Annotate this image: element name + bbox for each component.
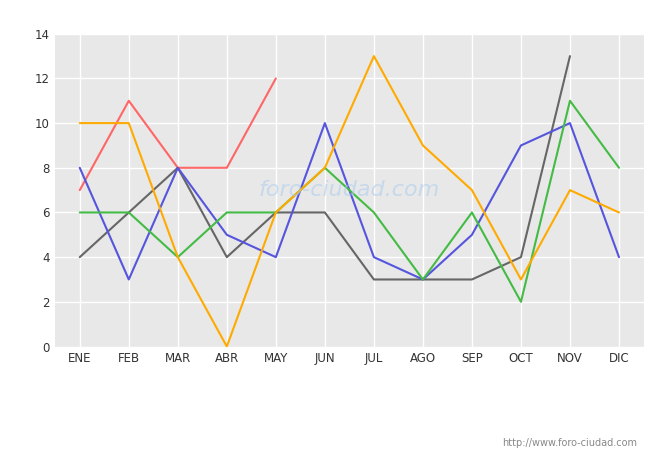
Text: http://www.foro-ciudad.com: http://www.foro-ciudad.com [502,438,637,448]
Text: Matriculaciones de Vehiculos en Los Molinos: Matriculaciones de Vehiculos en Los Moli… [155,7,495,22]
Text: foro-ciudad.com: foro-ciudad.com [259,180,440,200]
